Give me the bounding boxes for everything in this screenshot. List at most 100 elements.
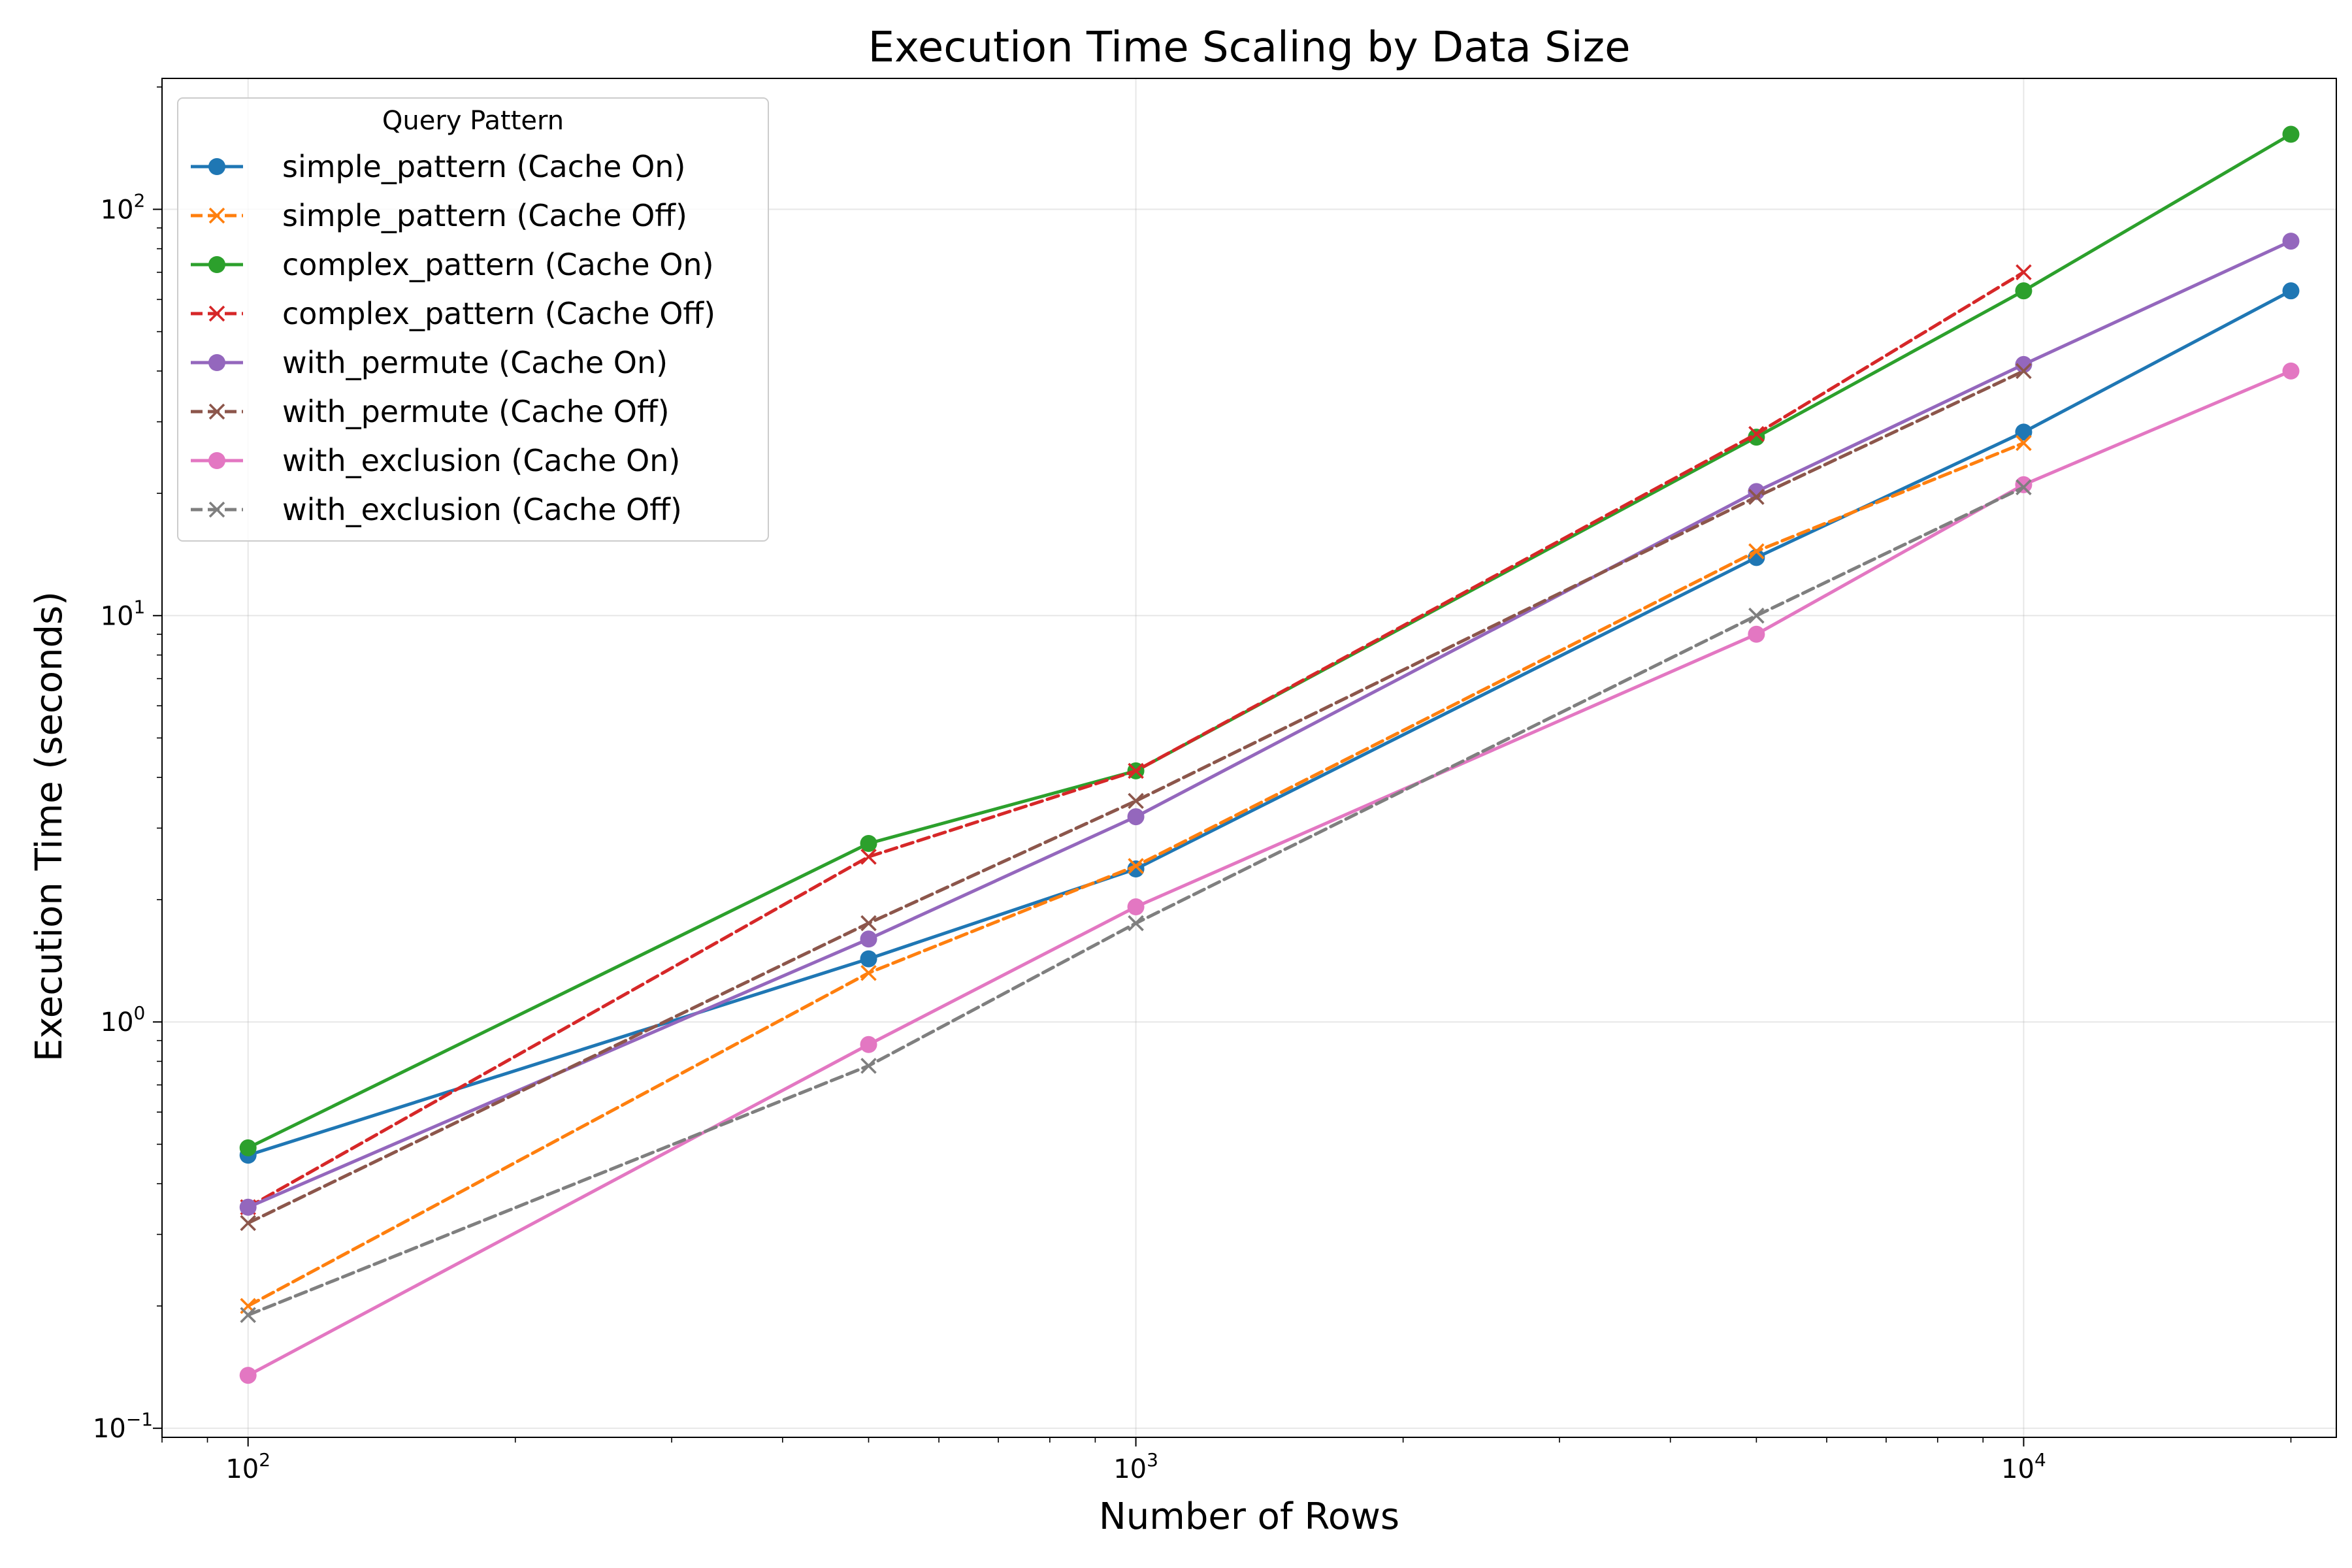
legend-marker [208,256,225,273]
x-tick-label: 102 [225,1449,270,1484]
legend-marker-stroke [208,403,225,420]
minor-ticks [157,86,2292,1443]
data-point [2016,479,2032,496]
data-point [240,1307,256,1324]
data-point-stroke [1748,489,1765,505]
legend-marker-stroke [208,207,225,224]
legend-entry: with_exclusion (Cache Off) [191,492,682,527]
data-point [1748,543,1765,560]
data-point-stroke [1748,608,1765,624]
data-point [2015,355,2033,373]
legend-label: with_exclusion (Cache Off) [282,492,682,527]
data-point [2015,282,2033,300]
data-point [2015,423,2033,441]
data-point-stroke [1128,762,1144,779]
legend-marker [208,207,225,224]
legend-marker [208,305,225,322]
data-point [2282,362,2300,380]
data-point-stroke [860,915,877,932]
chart-title: Execution Time Scaling by Data Size [868,24,1631,72]
data-point [860,930,877,948]
legend-marker [208,501,225,518]
data-point [1128,915,1144,932]
legend-entry: simple_pattern (Cache Off) [191,198,687,233]
data-point [1748,489,1765,505]
data-point [2282,125,2300,143]
data-point-stroke [2016,479,2032,496]
data-point [860,964,877,981]
data-point-stroke [860,849,877,865]
legend-marker [208,354,225,371]
data-point [1128,792,1144,809]
legend-marker [208,452,225,469]
data-point-stroke [1128,792,1144,809]
legend-label: complex_pattern (Cache Off) [282,296,715,331]
data-point [1128,858,1144,874]
data-point [1748,425,1765,442]
legend-label: with_permute (Cache Off) [282,394,670,429]
data-point [860,849,877,865]
data-point [240,1215,256,1232]
y-tick-label: 102 [101,189,146,225]
x-axis-label: Number of Rows [1099,1495,1399,1538]
data-point-stroke [1128,858,1144,874]
data-point [239,1367,257,1384]
legend-label: with_exclusion (Cache On) [282,443,680,478]
data-point [860,950,877,968]
data-point-stroke [240,1307,256,1324]
legend-label: complex_pattern (Cache On) [282,247,714,282]
legend-title: Query Pattern [382,106,564,136]
y-axis-label: Execution Time (seconds) [28,591,71,1062]
legend-marker-stroke [208,501,225,518]
series-4 [239,233,2300,1216]
y-tick-label: 101 [101,596,146,631]
legend-entry: with_permute (Cache Off) [191,394,670,429]
legend-box [177,97,769,542]
series-7 [240,479,2032,1324]
legend-entry: with_permute (Cache On) [191,345,668,380]
legend-label: simple_pattern (Cache Off) [282,198,687,233]
legend-label: with_permute (Cache On) [282,345,668,380]
data-point [1748,483,1765,500]
data-point-stroke [2016,363,2032,380]
plot-area-frame [161,78,2337,1438]
series-layer [239,125,2300,1384]
legend-marker-stroke [208,305,225,322]
y-axis-ticks: 10−1 100 101 102 [93,189,162,1444]
legend-entry: simple_pattern (Cache On) [191,149,685,184]
data-point [1748,625,1765,643]
data-point [860,1036,877,1053]
legend: Query Pattern simple_pattern (Cache On)s… [177,97,769,542]
data-point-stroke [1748,425,1765,442]
y-tick-label: 100 [101,1002,146,1037]
series-line [246,369,2025,1225]
data-point-stroke [2016,434,2032,451]
data-point [1748,608,1765,624]
y-tick-label: 10−1 [93,1409,153,1444]
legend-items: simple_pattern (Cache On) simple_pattern … [191,149,715,527]
data-point [860,834,877,852]
data-point-stroke [2016,264,2032,281]
data-point [1128,762,1144,779]
data-point [239,1198,257,1216]
data-point-stroke [240,1215,256,1232]
legend-marker [208,403,225,420]
x-tick-label: 103 [1113,1449,1158,1484]
data-point-stroke [860,1058,877,1074]
legend-entry: with_exclusion (Cache On) [191,443,680,478]
x-axis-ticks: 102 103 104 [225,1437,2046,1484]
data-point [2016,363,2032,380]
data-point-stroke [1748,543,1765,560]
data-point [860,915,877,932]
data-point-stroke [860,964,877,981]
data-point [1127,898,1145,916]
legend-marker [208,158,225,175]
data-point [860,1058,877,1074]
x-tick-label: 104 [2001,1449,2046,1484]
data-point [2016,264,2032,281]
legend-entry: complex_pattern (Cache On) [191,247,714,282]
series-line [246,239,2293,1209]
data-point [1127,808,1145,826]
data-point-stroke [1128,915,1144,932]
